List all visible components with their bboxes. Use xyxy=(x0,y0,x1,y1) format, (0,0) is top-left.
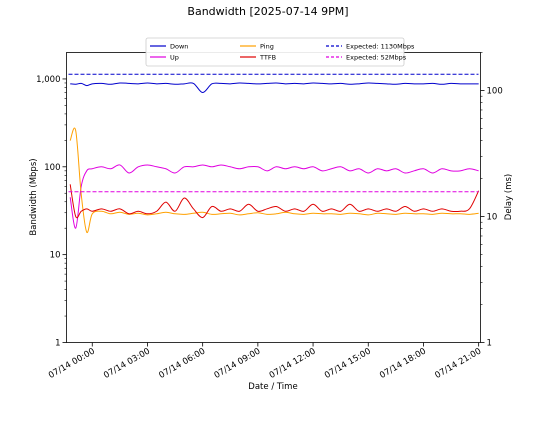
legend: Down Up Ping TTFB Expected: 1130Mbps Expected… xyxy=(145,37,415,67)
x-axis: 07/14 00:00 07/14 03:00 07/14 06:00 07/14 0… xyxy=(47,342,483,381)
ping-series-line xyxy=(69,127,479,234)
down-series-line xyxy=(70,82,479,94)
y-tick-label: 1,000 xyxy=(36,75,60,85)
x-tick-label: 07/14 15:00 xyxy=(323,346,373,381)
right-axis: 1 10 100 xyxy=(480,52,503,349)
y-tick-label: 10 xyxy=(50,251,61,261)
x-tick-label: 07/14 00:00 xyxy=(47,346,97,381)
y2-tick-label: 100 xyxy=(487,86,503,96)
up-series-line xyxy=(69,164,479,229)
chart-title: Bandwidth [2025-07-14 9PM] xyxy=(187,5,348,18)
y2-tick-label: 10 xyxy=(487,212,498,222)
legend-label-expected-52mbps: Expected: 52Mbps xyxy=(346,54,407,62)
x-axis-label: Date / Time xyxy=(248,382,297,392)
series-layer xyxy=(68,73,480,234)
legend-label-down: Down xyxy=(170,43,188,51)
y-axis-label: Bandwidth (Mbps) xyxy=(29,158,39,235)
legend-label-ttfb: TTFB xyxy=(259,54,276,62)
legend-label-up: Up xyxy=(170,54,179,62)
ttfb-series-line xyxy=(69,184,480,219)
x-tick-label: 07/14 12:00 xyxy=(268,346,318,381)
x-tick-label: 07/14 21:00 xyxy=(433,346,483,381)
x-tick-label: 07/14 03:00 xyxy=(102,346,152,381)
legend-label-expected-1130mbps: Expected: 1130Mbps xyxy=(346,43,415,51)
legend-label-ping: Ping xyxy=(260,43,274,51)
y-tick-label: 1 xyxy=(55,339,60,349)
x-tick-label: 07/14 09:00 xyxy=(213,346,263,381)
y-tick-label: 100 xyxy=(44,163,60,173)
y2-axis-label: Delay (ms) xyxy=(504,174,514,220)
left-axis: 1 10 100 1,000 xyxy=(36,75,67,349)
legend-box xyxy=(145,37,405,67)
x-tick-label: 07/14 18:00 xyxy=(378,346,428,381)
y2-tick-label: 1 xyxy=(487,339,492,349)
x-tick-label: 07/14 06:00 xyxy=(157,346,207,381)
plot-area xyxy=(66,52,481,343)
